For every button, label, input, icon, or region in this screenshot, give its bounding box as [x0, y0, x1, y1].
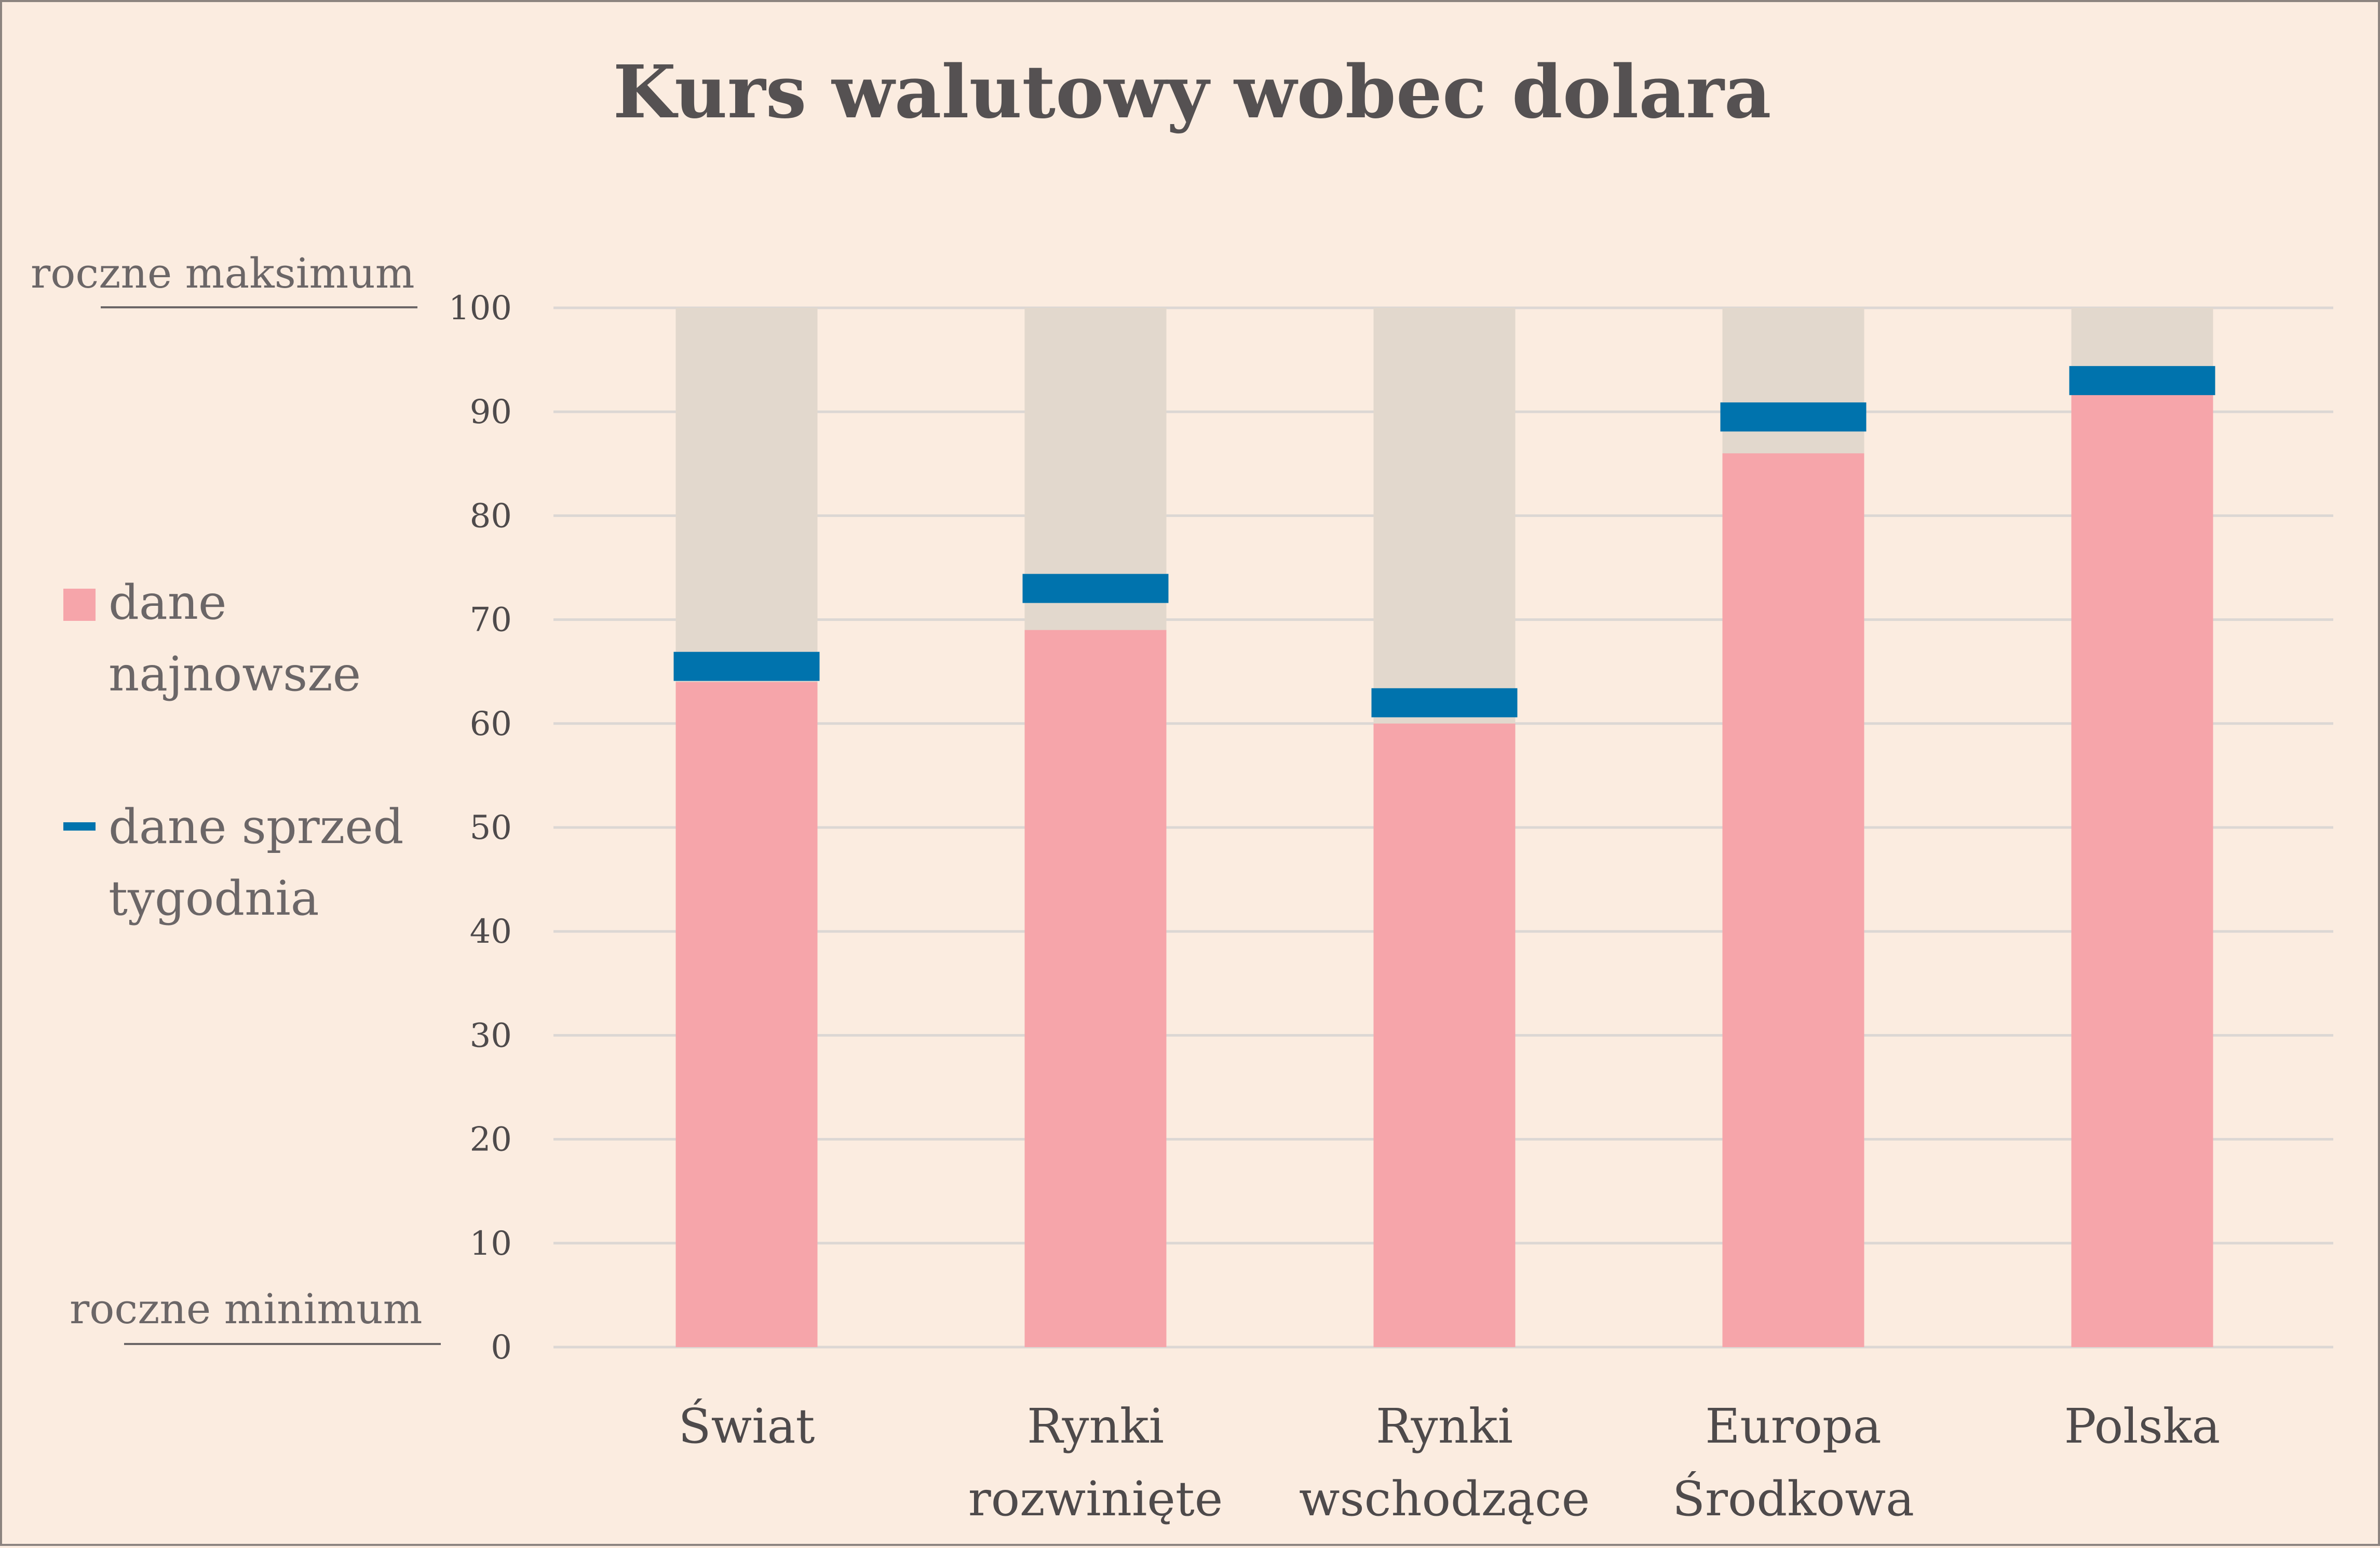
y-tick-label: 40: [470, 913, 512, 951]
category-label: Europa: [1705, 1398, 1882, 1454]
y-max-label: roczne maksimum: [31, 249, 415, 297]
bar-latest: [1373, 723, 1516, 1347]
bar-latest: [2071, 391, 2213, 1348]
marker-previous-week: [1371, 688, 1518, 717]
legend-label-previous: tygodnia: [109, 871, 319, 926]
y-tick-label: 0: [491, 1328, 512, 1367]
y-tick-label: 20: [470, 1121, 512, 1159]
y-tick-label: 70: [470, 601, 512, 640]
marker-previous-week: [2069, 366, 2215, 396]
chart-title: Kurs walutowy wobec dolara: [613, 50, 1771, 135]
category-label: Rynki: [1027, 1398, 1164, 1454]
legend-swatch-latest: [63, 589, 96, 621]
y-tick-label: 10: [470, 1225, 512, 1263]
category-label: Świat: [678, 1398, 815, 1454]
y-tick-label: 90: [470, 393, 512, 431]
legend-label-latest: najnowsze: [109, 646, 361, 702]
marker-previous-week: [1022, 574, 1169, 603]
y-tick-label: 60: [470, 705, 512, 743]
bar-latest: [1024, 630, 1167, 1347]
category-label: rozwinięte: [968, 1471, 1223, 1527]
category-label: Rynki: [1376, 1398, 1513, 1454]
y-tick-label: 30: [470, 1016, 512, 1055]
legend-label-latest: dane: [109, 575, 226, 630]
y-tick-label: 80: [470, 497, 512, 535]
category-label: Środkowa: [1672, 1471, 1914, 1527]
legend-label-previous: dane sprzed: [109, 799, 404, 854]
category-label: Polska: [2064, 1398, 2221, 1454]
y-tick-label: 100: [449, 289, 512, 328]
bar-latest: [1722, 453, 1864, 1347]
legend-swatch-previous: [63, 822, 96, 831]
marker-previous-week: [673, 651, 820, 681]
y-min-label: roczne minimum: [70, 1285, 422, 1333]
marker-previous-week: [1720, 402, 1867, 432]
category-label: wschodzące: [1299, 1471, 1590, 1527]
bar-latest: [675, 682, 818, 1347]
y-tick-label: 50: [470, 809, 512, 847]
